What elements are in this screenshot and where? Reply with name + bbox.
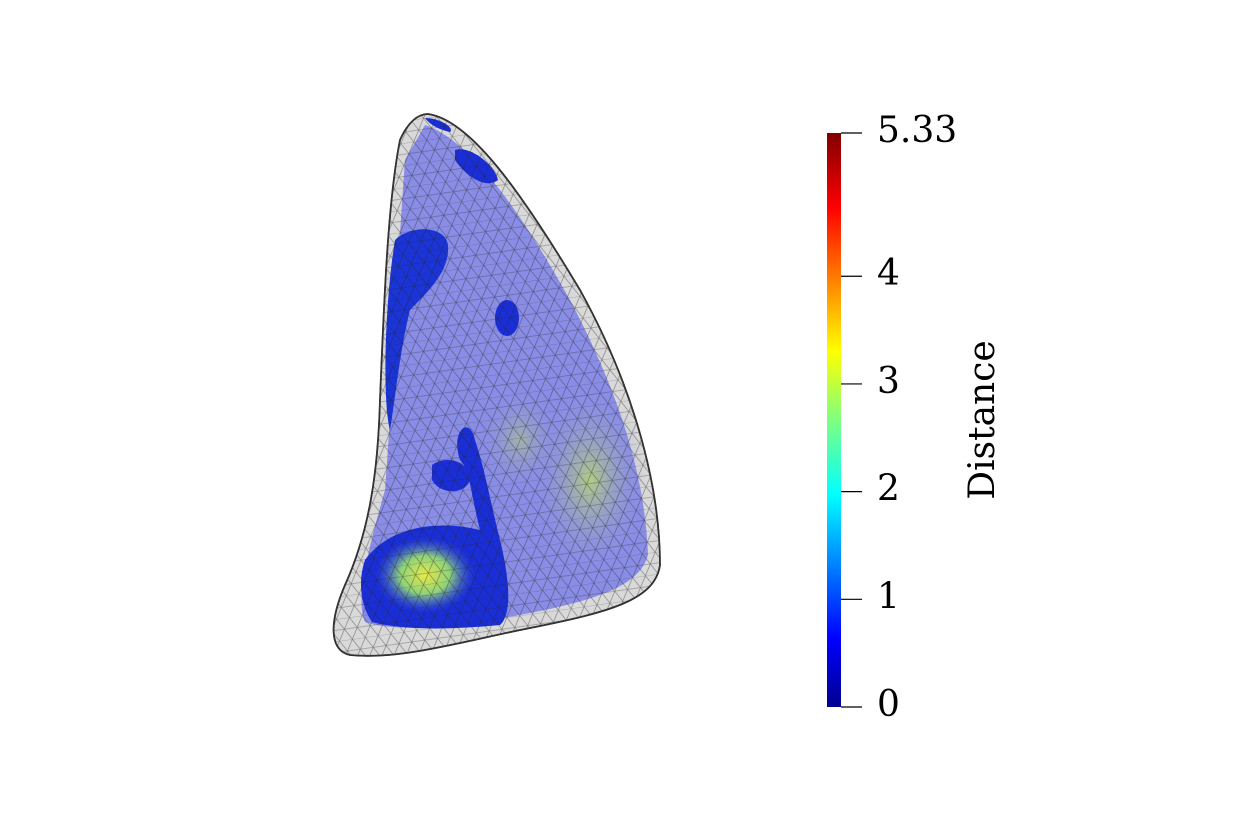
tick-label: 5.33 — [877, 110, 957, 151]
tick-label: 1 — [877, 576, 900, 617]
colorbar-title: Distance — [962, 340, 1003, 499]
tick-label: 0 — [877, 684, 900, 725]
tick-label: 2 — [877, 469, 900, 510]
tick-label: 4 — [877, 253, 900, 294]
tick-label: 3 — [877, 361, 900, 402]
colorbar — [827, 133, 841, 707]
mesh-surface — [332, 113, 661, 657]
